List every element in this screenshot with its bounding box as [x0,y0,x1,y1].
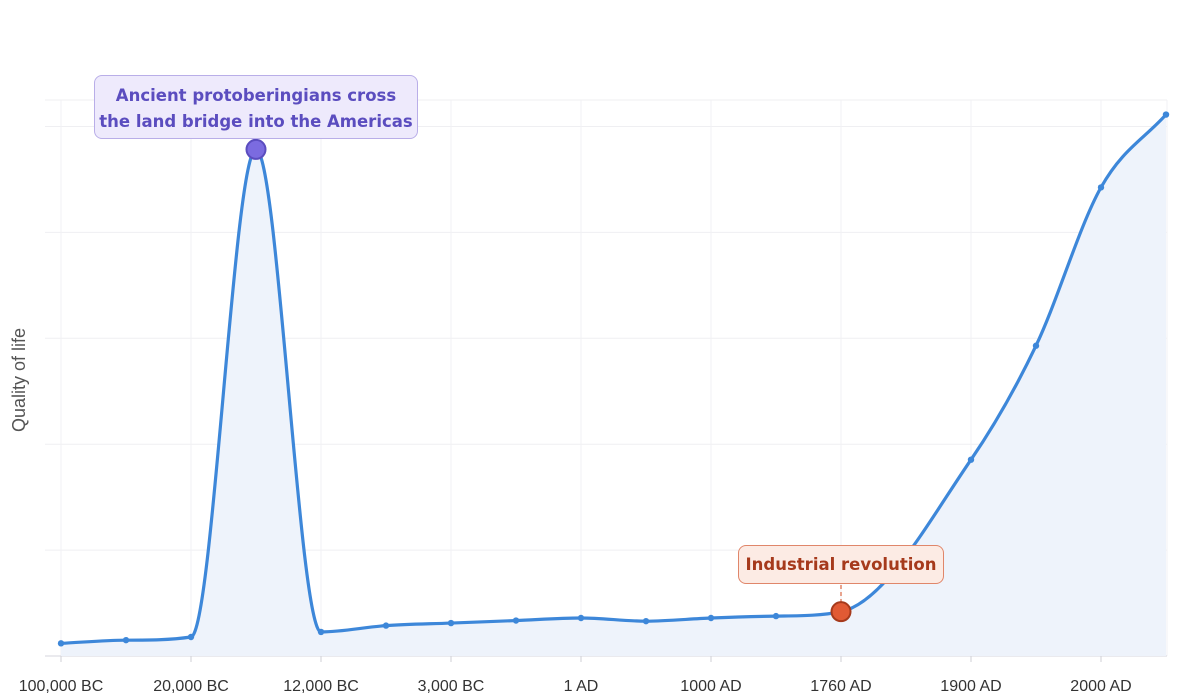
annotation-marker [245,138,267,160]
data-point [382,622,390,629]
data-point [447,619,455,627]
annotation-markers [245,138,852,623]
x-tick-label: 1760 AD [810,678,871,695]
data-point [1097,184,1105,191]
data-point [187,633,195,641]
data-point [707,614,715,622]
x-tick-label: 1900 AD [940,678,1001,695]
annotation-line-2: the land bridge into the Americas [99,112,413,131]
data-point [1162,111,1170,118]
series-line [60,113,1168,645]
annotation-callout-land-bridge: Ancient protoberingians cross the land b… [94,75,418,139]
x-tick-label: 100,000 BC [19,678,104,695]
data-point [317,628,325,636]
x-tick-label: 2000 AD [1070,678,1131,695]
x-tick-label: 12,000 BC [283,678,359,695]
data-point [1032,342,1040,349]
annotation-marker [830,601,852,623]
series-points [57,111,1170,647]
data-point [577,614,585,622]
annotation-line-1: Industrial revolution [745,555,937,574]
data-point [772,612,780,620]
data-point [57,640,65,647]
data-point [642,617,650,625]
data-point [512,617,520,624]
x-tick-label: 1000 AD [680,678,741,695]
x-axis-ticks: 100,000 BC 20,000 BC 12,000 BC 3,000 BC 1 AD… [19,656,1132,695]
x-tick-label: 20,000 BC [153,678,229,695]
data-point [122,636,130,644]
annotation-leaders [255,139,842,602]
annotation-line-1: Ancient protoberingians cross [115,86,397,105]
y-axis-title: Quality of life [9,328,29,432]
x-tick-label: 1 AD [564,678,599,695]
x-tick-label: 3,000 BC [418,678,485,695]
data-point [967,456,975,463]
annotation-callout-industrial-revolution: Industrial revolution [738,545,944,584]
series-area-fill [61,114,1166,656]
